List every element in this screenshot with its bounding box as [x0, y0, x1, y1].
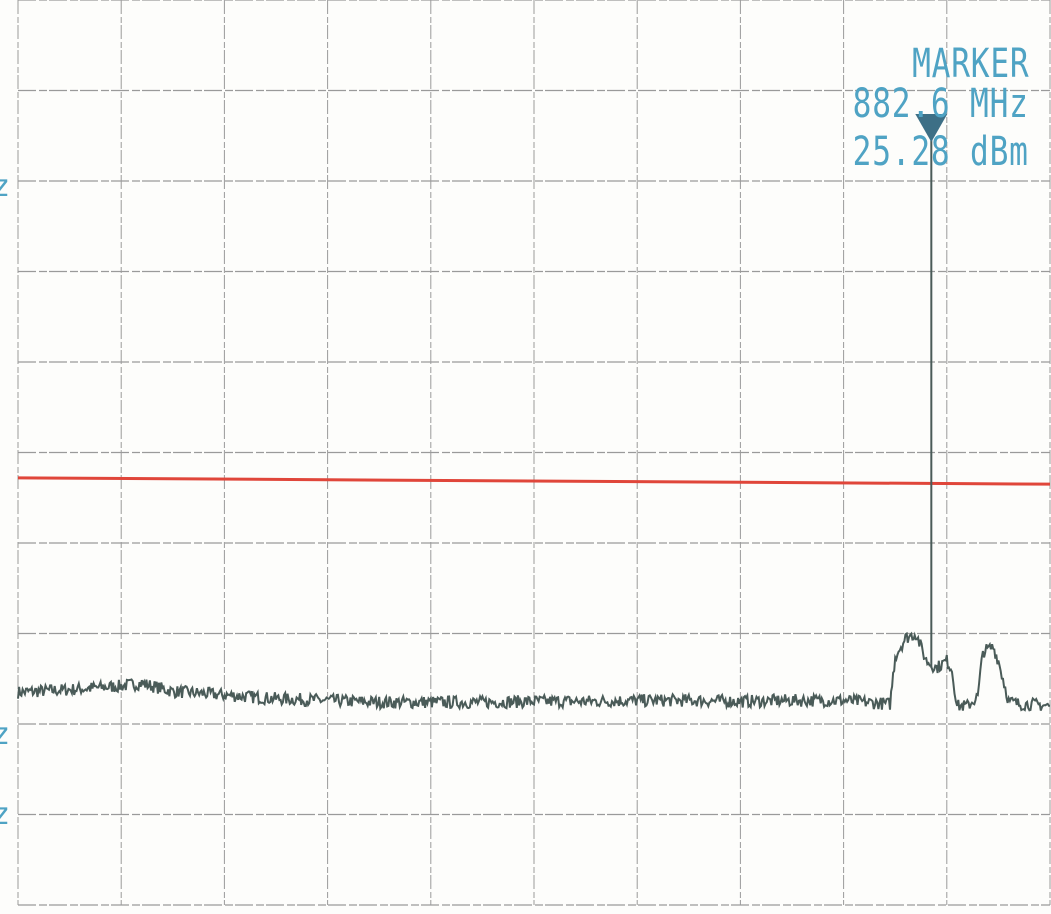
marker-level: 25.28 dBm: [852, 129, 1029, 175]
spectrum-trace: [17, 631, 1051, 712]
reference-level-line: [17, 476, 1051, 486]
grid: [17, 0, 1051, 906]
marker-triangle-icon: [915, 114, 948, 142]
left-edge-label: z: [0, 797, 11, 832]
marker-frequency: 882.6 MHz: [852, 81, 1029, 127]
left-edge-label: z: [0, 169, 11, 204]
marker-title: MARKER: [911, 41, 1029, 87]
left-edge-label: z: [0, 717, 11, 752]
